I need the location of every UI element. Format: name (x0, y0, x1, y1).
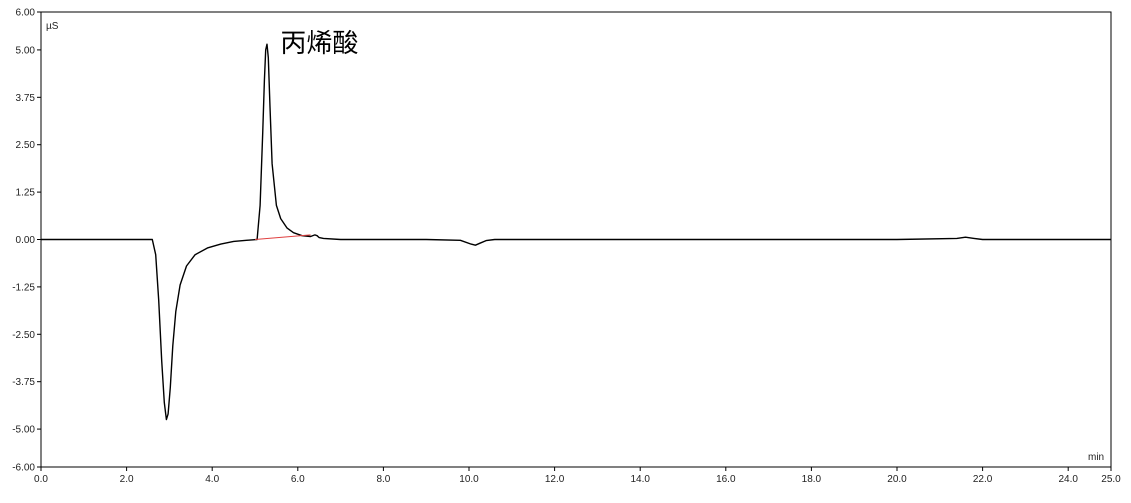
y-axis-ticks: 6.00 5.00 3.75 2.50 1.25 0.00 -1.25 -2.50 -3.75 -… (12, 8, 41, 474)
x-tick-label: 2.0 (120, 474, 134, 485)
x-tick-label: 25.0 (1101, 474, 1121, 485)
x-tick-label: 6.0 (291, 474, 305, 485)
x-tick-label: 22.0 (973, 474, 993, 485)
series-layer (41, 43, 1111, 421)
y-tick-label: -2.50 (12, 330, 35, 341)
x-tick-label: 24.0 (1058, 474, 1078, 485)
peak-annotation-label: 丙烯酸 (280, 29, 358, 59)
baseline-integration-line (254, 234, 311, 240)
x-axis-ticks: 0.0 2.0 4.0 6.0 8.0 10.0 12.0 14.0 16.0 18.0 20.0 2… (34, 467, 1121, 485)
y-tick-label: -6.00 (12, 463, 35, 474)
y-tick-label: 3.75 (16, 93, 36, 104)
x-tick-label: 8.0 (376, 474, 390, 485)
y-tick-label: 5.00 (16, 45, 36, 56)
x-axis-unit-label: min (1088, 452, 1104, 463)
y-tick-label: 0.00 (16, 235, 36, 246)
y-tick-label: -1.25 (12, 282, 35, 293)
x-tick-label: 0.0 (34, 474, 48, 485)
x-tick-label: 12.0 (545, 474, 565, 485)
x-tick-label: 20.0 (887, 474, 907, 485)
y-tick-label: 2.50 (16, 140, 36, 151)
y-axis-unit-label: µS (46, 21, 59, 32)
y-tick-label: -5.00 (12, 425, 35, 436)
x-tick-label: 14.0 (630, 474, 650, 485)
signal-trace-line (41, 43, 1111, 421)
x-tick-label: 10.0 (459, 474, 479, 485)
x-tick-label: 4.0 (205, 474, 219, 485)
x-tick-label: 18.0 (802, 474, 822, 485)
x-tick-label: 16.0 (716, 474, 736, 485)
y-tick-label: -3.75 (12, 377, 35, 388)
y-tick-label: 6.00 (16, 8, 36, 19)
y-tick-label: 1.25 (16, 188, 36, 199)
